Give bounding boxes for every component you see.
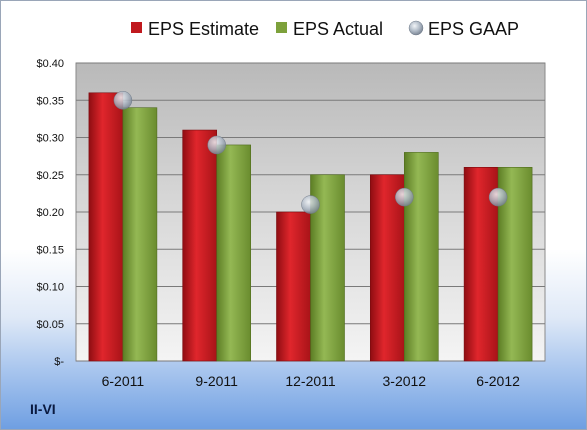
marker-eps-gaap [301, 195, 320, 214]
marker-eps-gaap [395, 187, 414, 207]
y-tick-label: $0.35 [36, 95, 64, 107]
x-tick-label: 3-2012 [383, 373, 427, 389]
y-tick-label: $0.20 [36, 207, 64, 219]
x-tick-label: 12-2011 [285, 373, 336, 389]
legend-item: EPS Actual [276, 19, 383, 39]
legend-item: EPS Estimate [131, 19, 259, 39]
legend: EPS Estimate EPS Actual EPS GAAP [131, 19, 519, 39]
x-axis: 6-2011 9-2011 12-2011 3-2012 6-2012 [102, 373, 520, 389]
bar-eps-actual [403, 152, 439, 362]
y-tick-label: $0.10 [36, 282, 64, 294]
bars [88, 92, 533, 362]
y-tick-label: $0.15 [36, 244, 64, 256]
marker-eps-gaap [207, 135, 226, 155]
y-tick-label: $- [54, 356, 64, 368]
legend-swatch [276, 22, 287, 33]
y-tick-label: $0.25 [36, 170, 64, 182]
legend-item: EPS GAAP [408, 19, 519, 39]
bar-eps-estimate [182, 129, 217, 362]
legend-label: EPS Estimate [148, 19, 259, 39]
legend-label: EPS GAAP [428, 19, 519, 39]
y-tick-label: $0.30 [36, 133, 64, 145]
legend-label: EPS Actual [293, 19, 383, 39]
x-tick-label: 6-2012 [476, 373, 520, 389]
y-tick-label: $0.05 [36, 319, 64, 331]
company-label: II-VI [30, 401, 56, 417]
bar-eps-estimate [369, 174, 405, 362]
gaap-markers [113, 91, 508, 214]
bar-eps-estimate [276, 211, 311, 362]
x-tick-label: 9-2011 [195, 373, 238, 389]
x-tick-label: 6-2011 [102, 373, 145, 389]
marker-eps-gaap [488, 187, 508, 207]
marker-eps-gaap [113, 91, 133, 110]
bar-eps-actual [122, 107, 158, 362]
bar-eps-estimate [88, 92, 124, 362]
legend-swatch [408, 20, 424, 36]
legend-swatch [131, 22, 142, 33]
y-tick-label: $0.40 [36, 58, 64, 70]
y-axis: $0.40 $0.35 $0.30 $0.25 $0.20 $0.15 $0.10 $0.05… [36, 58, 64, 368]
bar-eps-actual [310, 174, 345, 362]
bar-eps-actual [216, 144, 251, 362]
